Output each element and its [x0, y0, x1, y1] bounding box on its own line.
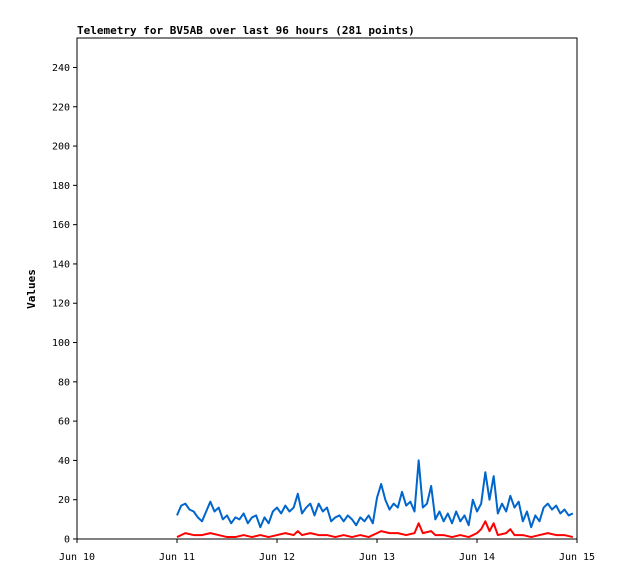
y-axis-label: Values — [25, 269, 38, 309]
x-axis: Jun 10 Jun 11 Jun 12 Jun 13 Jun 14 Jun 15 — [59, 538, 595, 563]
x-tick-label: Jun 10 — [59, 552, 95, 563]
y-tick-label: 160 — [52, 220, 70, 231]
x-tick-label: Jun 15 — [559, 552, 595, 563]
y-tick-label: 80 — [58, 377, 70, 388]
y-tick-label: 20 — [58, 495, 70, 506]
x-tick-label: Jun 11 — [159, 552, 195, 563]
series-line-2 — [176, 520, 574, 539]
x-tick-label: Jun 14 — [459, 552, 495, 563]
y-tick-label: 40 — [58, 456, 70, 467]
y-tick-label: 240 — [52, 63, 70, 74]
x-tick-label: Jun 12 — [259, 552, 295, 563]
y-tick-label: 140 — [52, 259, 70, 270]
x-tick-label: Jun 13 — [359, 552, 395, 563]
y-tick-label: 180 — [52, 181, 70, 192]
y-tick-label: 120 — [52, 299, 70, 310]
y-tick-label: 200 — [52, 142, 70, 153]
y-axis: 0 20 40 60 80 100 120 140 160 180 200 220 240 — [52, 63, 77, 546]
y-tick-label: 0 — [64, 535, 70, 546]
series-layer — [176, 459, 574, 539]
y-tick-label: 60 — [58, 417, 70, 428]
plot-area-frame — [76, 37, 578, 540]
y-tick-label: 100 — [52, 338, 70, 349]
chart-title: Telemetry for BV5AB over last 96 hours (… — [77, 24, 415, 37]
y-tick-label: 220 — [52, 102, 70, 113]
series-line-1 — [176, 459, 574, 529]
